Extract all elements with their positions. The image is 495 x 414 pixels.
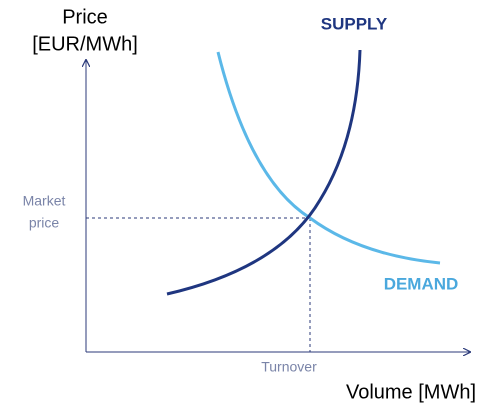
market-price-label: Market xyxy=(23,193,66,209)
turnover-label: Turnover xyxy=(261,359,317,375)
supply-label: SUPPLY xyxy=(321,14,388,33)
supply-curve xyxy=(166,49,362,296)
y-axis-label: Price xyxy=(62,6,108,28)
x-axis-label: Volume [MWh] xyxy=(346,381,476,403)
demand-curve xyxy=(216,51,441,265)
market-price-label: price xyxy=(29,215,60,231)
y-axis-label: [EUR/MWh] xyxy=(32,33,138,55)
demand-label: DEMAND xyxy=(384,274,459,293)
